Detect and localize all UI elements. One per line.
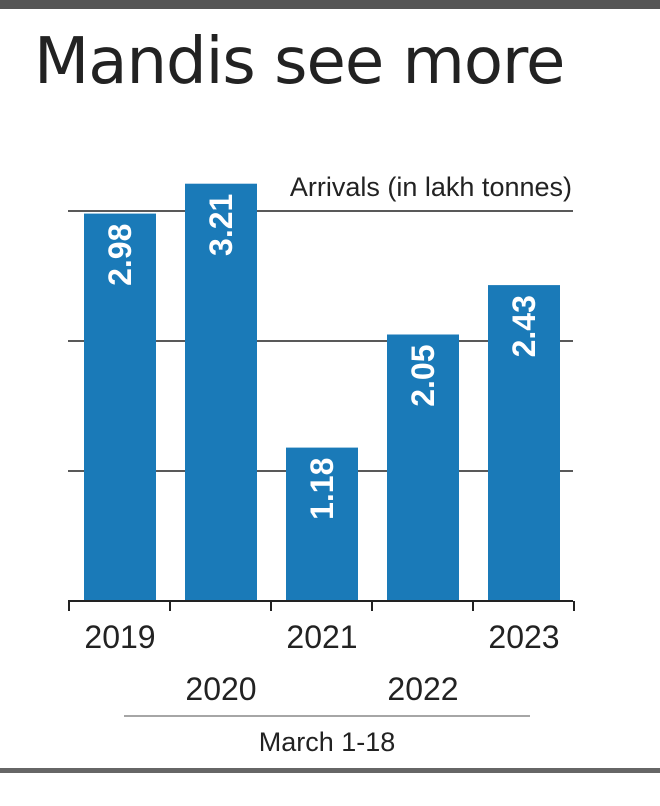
x-tick-label-2022: 2022 — [387, 671, 458, 707]
page-title: Mandis see more — [34, 25, 565, 99]
bar-2023 — [488, 285, 560, 601]
x-tick-labels: 2019 2020 2021 2022 2023 — [84, 619, 559, 707]
bar-value-label-2019: 2.98 — [102, 224, 138, 286]
x-tick-label-2021: 2021 — [286, 619, 357, 655]
bar-2019 — [84, 213, 156, 601]
bar-value-label-2020: 3.21 — [203, 194, 239, 256]
bars: 2.98 3.21 1.18 2.05 2.43 — [84, 183, 560, 601]
bar-value-label-2022: 2.05 — [405, 345, 441, 407]
x-axis-label: March 1-18 — [259, 727, 396, 757]
bar-2022 — [387, 334, 459, 601]
bar-value-label-2023: 2.43 — [506, 295, 542, 357]
bottom-rule — [0, 768, 660, 773]
bar-value-label-2021: 1.18 — [304, 458, 340, 520]
x-tick-label-2020: 2020 — [185, 671, 256, 707]
x-axis — [68, 600, 575, 611]
bar-2021 — [286, 447, 358, 601]
bar-2020 — [185, 183, 257, 601]
y-axis-label: Arrivals (in lakh tonnes) — [290, 172, 572, 202]
x-tick-label-2023: 2023 — [488, 619, 559, 655]
top-rule — [0, 0, 660, 9]
x-tick-label-2019: 2019 — [84, 619, 155, 655]
